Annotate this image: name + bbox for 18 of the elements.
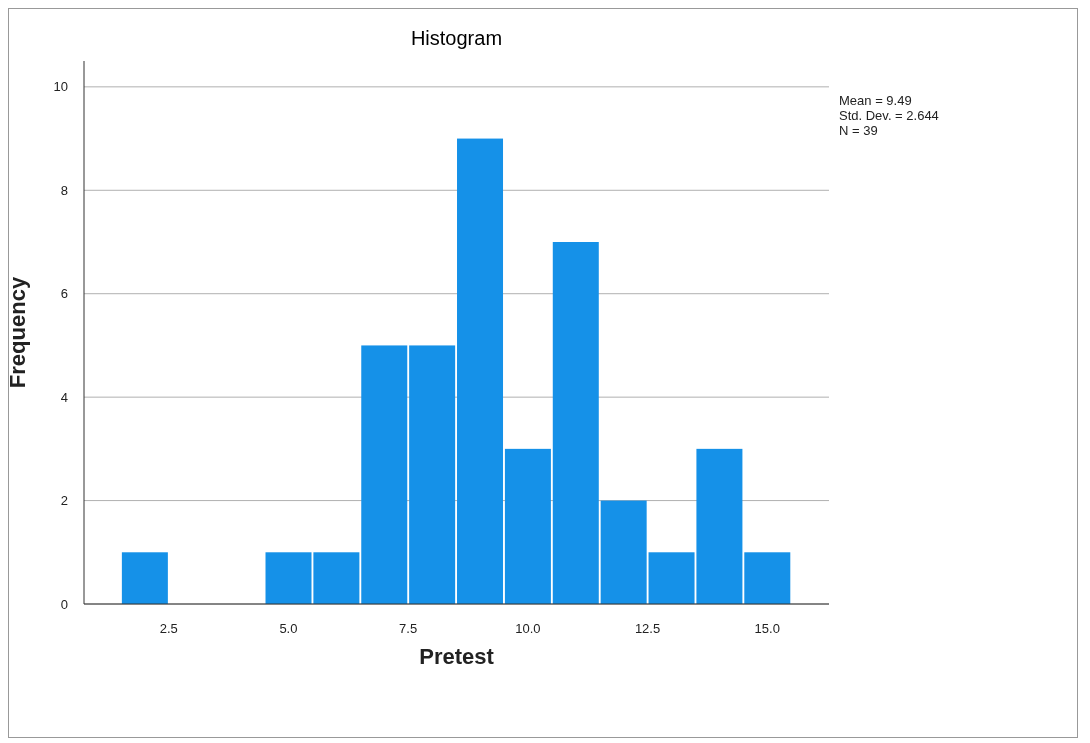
y-tick-label: 8: [60, 182, 68, 198]
y-axis-title: Frequency: [4, 276, 30, 389]
y-tick-label: 2: [60, 493, 68, 509]
x-axis-title: Pretest: [419, 644, 495, 669]
y-tick-label: 0: [60, 596, 68, 612]
x-tick-label: 12.5: [634, 621, 661, 637]
x-tick-label: 2.5: [159, 621, 178, 637]
x-tick-label: 15.0: [754, 621, 780, 637]
x-tick-label: 10.0: [515, 621, 541, 637]
y-tick-label: 10: [53, 79, 68, 95]
x-tick-label: 7.5: [399, 621, 418, 637]
text: Std. Dev. = 2.644: [839, 108, 939, 123]
y-tick-label: 6: [60, 286, 68, 302]
y-tick-label: 4: [60, 389, 68, 405]
text: Mean = 9.49: [839, 93, 913, 108]
chart-title: Histogram: [409, 27, 504, 50]
text: N = 39: [839, 123, 879, 138]
x-tick-label: 5.0: [279, 621, 298, 637]
